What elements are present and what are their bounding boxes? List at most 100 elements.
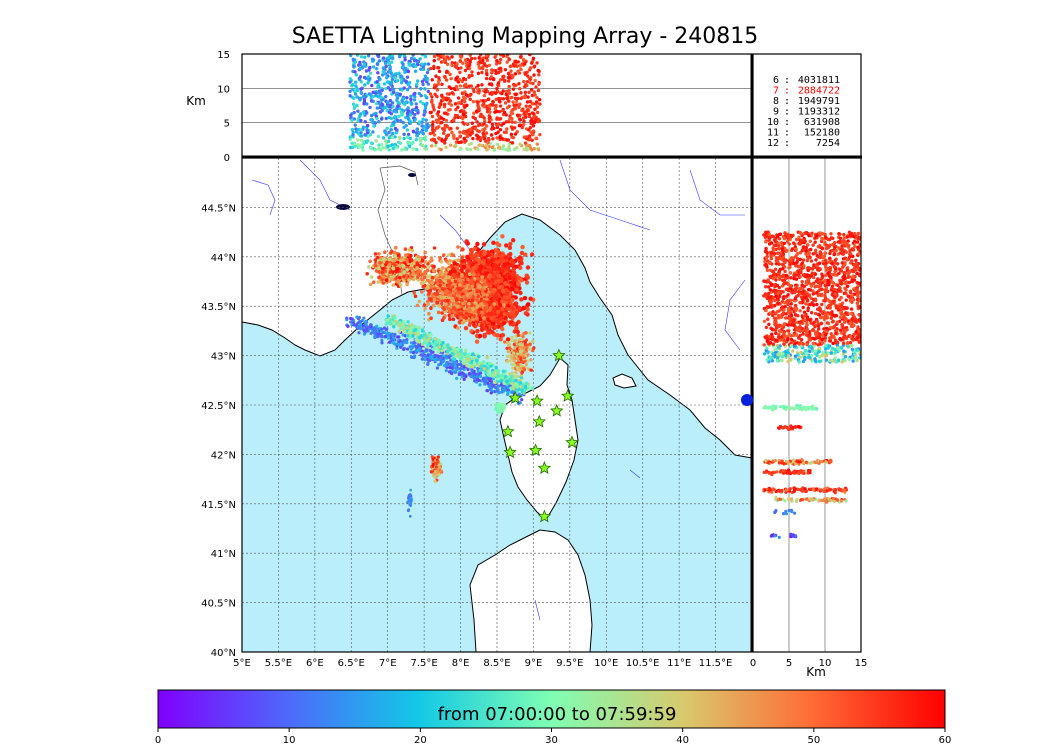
colorbar-tick-label: 20 — [414, 735, 427, 746]
lightning-sources-top — [348, 54, 542, 152]
stats-label: 6 — [773, 75, 779, 86]
lon-tick-label: 7.5°E — [411, 658, 438, 669]
height-tick-label: 0 — [750, 658, 756, 669]
stats-value: 1949791 — [798, 96, 840, 107]
stats-value: 4031811 — [798, 75, 840, 86]
lat-tick-label: 42°N — [211, 450, 236, 461]
stats-panel: 6:40318117:28847228:19497919:119331210:6… — [752, 53, 862, 158]
stats-label: 8 — [773, 96, 779, 107]
lat-tick-label: 44.5°N — [201, 203, 236, 214]
stats-label: 9 — [773, 107, 779, 118]
height-tick-label: 15 — [855, 658, 868, 669]
stats-value: 7254 — [816, 138, 840, 149]
top-height-ylabel: Km — [186, 94, 206, 108]
lon-tick-label: 8°E — [452, 658, 470, 669]
station-star-icon — [501, 424, 515, 438]
stats-value: 2884722 — [798, 86, 840, 97]
lat-tick-label: 40°N — [211, 648, 236, 659]
lon-tick-label: 5.5°E — [265, 658, 292, 669]
lake — [408, 173, 416, 177]
colorbar: from 07:00:00 to 07:59:59 0 10 20 30 40 50 60 — [155, 689, 952, 746]
map-panel — [241, 157, 753, 653]
lon-tick-label: 9.5°E — [556, 658, 583, 669]
rivers — [724, 279, 746, 351]
lightning-sources-right — [762, 230, 861, 539]
rivers — [251, 179, 276, 216]
station-star-icon — [552, 348, 566, 362]
lon-tick-label: 7°E — [379, 658, 397, 669]
height-tick-label: 5 — [224, 119, 230, 130]
lon-tick-label: 5°E — [233, 658, 251, 669]
lon-tick-label: 10°E — [594, 658, 618, 669]
marker-dot — [741, 394, 753, 406]
lake — [336, 204, 350, 210]
height-tick-label: 10 — [217, 84, 230, 95]
stats-separator: : — [784, 138, 790, 149]
map-gridlines — [242, 158, 752, 652]
lon-tick-label: 11.5°E — [699, 658, 733, 669]
sardinia-island — [469, 529, 593, 652]
lon-tick-label: 6.5°E — [338, 658, 365, 669]
rivers — [559, 159, 651, 231]
colorbar-tick-label: 60 — [939, 735, 952, 746]
lma-stations — [501, 348, 579, 523]
stats-label: 10 — [767, 117, 779, 128]
height-tick-label: 0 — [224, 153, 230, 164]
colorbar-gradient — [157, 689, 946, 729]
lon-tick-label: 10.5°E — [626, 658, 660, 669]
height-tick-label: 10 — [819, 658, 832, 669]
chart-title: SAETTA Lightning Mapping Array - 240815 — [291, 24, 759, 49]
stats-separator: : — [784, 107, 790, 118]
lat-tick-label: 41.5°N — [201, 500, 236, 511]
rivers — [629, 469, 641, 479]
stats-label: 11 — [767, 128, 779, 139]
lon-tick-label: 6°E — [306, 658, 324, 669]
colorbar-tick-label: 40 — [676, 735, 689, 746]
lat-tick-label: 44°N — [211, 253, 236, 264]
station-star-icon — [537, 509, 552, 523]
lat-tick-label: 40.5°N — [201, 599, 236, 610]
stats-separator: : — [784, 86, 790, 97]
stats-value: 152180 — [804, 128, 840, 139]
lon-tick-label: 8.5°E — [483, 658, 510, 669]
stats-label: 7 — [773, 86, 779, 97]
stats-separator: : — [784, 75, 790, 86]
colorbar-label: from 07:00:00 to 07:59:59 — [438, 704, 677, 725]
rivers — [534, 599, 541, 621]
stats-value: 631908 — [804, 117, 840, 128]
map-tick-labels: 5°E 5.5°E 6°E 6.5°E 7°E 7.5°E 8°E 8.5°E 9°E 9.5°E… — [201, 203, 732, 669]
station-star-icon — [561, 389, 575, 402]
station-star-icon — [530, 393, 544, 407]
top-height-panel: Km 0 5 10 15 — [186, 50, 753, 164]
lat-tick-label: 41°N — [211, 549, 236, 560]
stats-separator: : — [784, 117, 790, 128]
station-star-icon — [503, 445, 517, 459]
stats-separator: : — [784, 96, 790, 107]
station-star-icon — [508, 391, 522, 404]
station-star-icon — [532, 414, 547, 428]
lon-tick-label: 11°E — [667, 658, 691, 669]
colorbar-tick-label: 10 — [283, 735, 296, 746]
colorbar-tick-label: 0 — [155, 735, 161, 746]
stats-value: 1193312 — [798, 107, 840, 118]
elba-island — [612, 373, 637, 389]
stats-separator: : — [784, 128, 790, 139]
station-star-icon — [528, 443, 543, 457]
lat-tick-label: 43.5°N — [201, 302, 236, 313]
right-height-panel: 0 5 10 15 Km — [750, 157, 868, 679]
lightning-sources-map — [345, 234, 536, 518]
lon-tick-label: 9°E — [525, 658, 543, 669]
border-lines — [379, 165, 419, 186]
right-height-xlabel: Km — [806, 665, 826, 679]
lat-tick-label: 43°N — [211, 352, 236, 363]
height-tick-label: 15 — [217, 50, 230, 61]
rivers — [439, 214, 471, 251]
stats-label: 12 — [767, 138, 779, 149]
colorbar-tick-label: 50 — [807, 735, 820, 746]
lat-tick-label: 42.5°N — [201, 401, 236, 412]
station-star-icon — [537, 461, 552, 474]
station-star-icon — [565, 435, 579, 449]
station-star-icon — [550, 403, 564, 417]
colorbar-tick-label: 30 — [545, 735, 558, 746]
